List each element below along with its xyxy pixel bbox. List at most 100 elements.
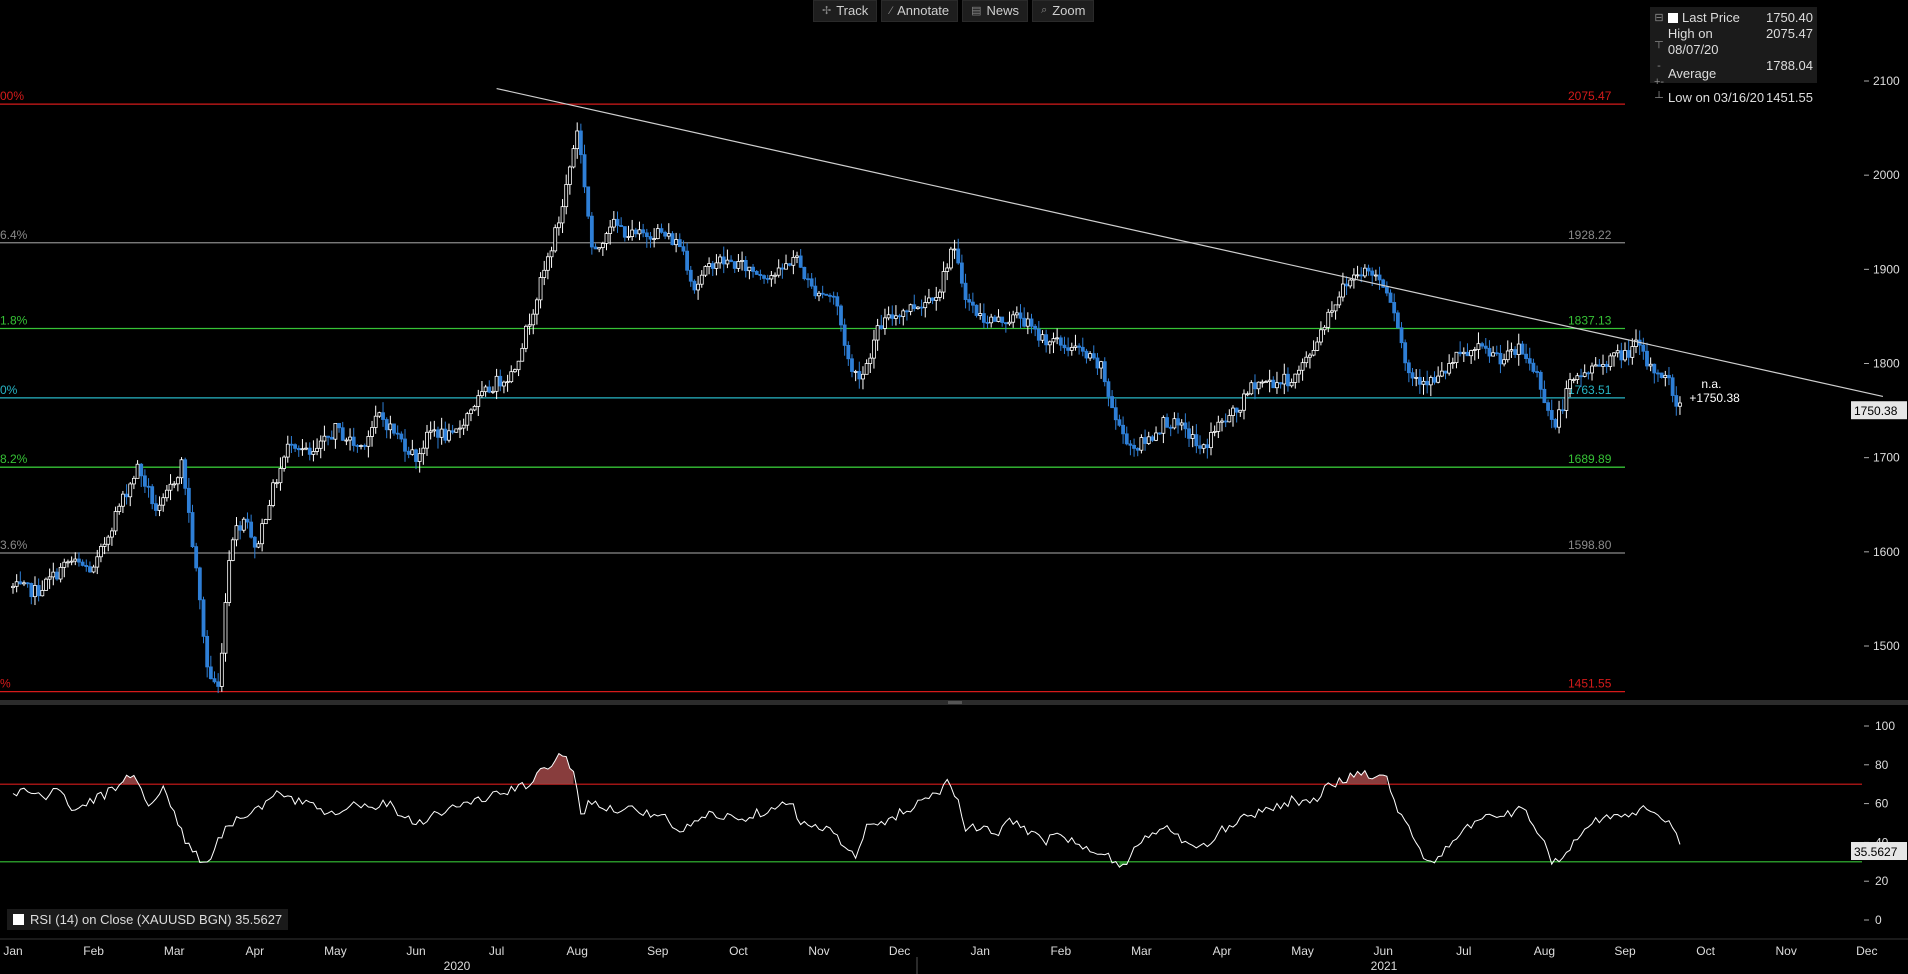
candle-body bbox=[1608, 355, 1613, 367]
candle-body bbox=[153, 503, 158, 511]
collapse-icon[interactable]: ⊟ bbox=[1654, 12, 1664, 24]
candle-body bbox=[274, 482, 279, 485]
candle-body bbox=[648, 236, 653, 240]
candle-body bbox=[883, 317, 887, 329]
legend-average[interactable]: -+- Average 1788.04 bbox=[1654, 58, 1813, 88]
candle-body bbox=[326, 435, 330, 438]
annotate-button[interactable]: ∕ Annotate bbox=[881, 0, 959, 22]
candle-body bbox=[1146, 436, 1151, 444]
rsi-legend[interactable]: RSI (14) on Close (XAUUSD BGN) 35.5627 bbox=[7, 909, 289, 930]
fib-left-label: 6.4% bbox=[0, 228, 28, 242]
price-y-tick-label: 1900 bbox=[1873, 262, 1900, 276]
candle-body bbox=[567, 166, 572, 185]
candle-body bbox=[1630, 346, 1635, 358]
candle-body bbox=[1549, 410, 1554, 420]
fib-left-label: 00% bbox=[0, 89, 24, 103]
candle-body bbox=[1568, 379, 1572, 390]
candle-body bbox=[1278, 382, 1283, 385]
candle-body bbox=[1487, 347, 1492, 357]
news-button[interactable]: ▤ News bbox=[962, 0, 1029, 22]
low-marker-icon: ┴ bbox=[1655, 92, 1663, 104]
candle-body bbox=[1000, 316, 1005, 323]
candle-body bbox=[1384, 286, 1389, 294]
candle-body bbox=[131, 477, 136, 485]
fib-right-label: 1598.80 bbox=[1568, 538, 1612, 552]
candle-body bbox=[421, 447, 426, 455]
candle-body bbox=[945, 267, 950, 272]
candle-body bbox=[337, 423, 341, 429]
candle-body bbox=[513, 369, 517, 373]
candle-body bbox=[1667, 374, 1671, 379]
legend-last-price[interactable]: ⊟ Last Price 1750.40 bbox=[1654, 10, 1813, 25]
candle-body bbox=[1033, 325, 1038, 330]
candle-body bbox=[1025, 318, 1030, 327]
candle-body bbox=[392, 423, 396, 434]
candle-body bbox=[381, 412, 385, 420]
candle-body bbox=[172, 483, 177, 486]
candle-body bbox=[740, 260, 744, 262]
candle-body bbox=[1436, 375, 1441, 383]
candle-body bbox=[1494, 352, 1499, 355]
candle-body bbox=[1102, 361, 1107, 383]
candle-body bbox=[1018, 312, 1023, 319]
candle-body bbox=[11, 585, 15, 589]
candle-body bbox=[263, 519, 268, 525]
track-button[interactable]: ✢ Track bbox=[813, 0, 878, 22]
candle-body bbox=[996, 316, 1001, 322]
candle-body bbox=[1110, 396, 1114, 409]
candle-body bbox=[212, 678, 217, 683]
candle-body bbox=[824, 293, 829, 296]
candle-body bbox=[1058, 337, 1063, 346]
candle-body bbox=[278, 468, 283, 484]
candle-body bbox=[256, 543, 261, 548]
candle-body bbox=[659, 228, 664, 233]
legend-high[interactable]: ┬ High on 08/07/20 2075.47 bbox=[1655, 26, 1813, 57]
candle-body bbox=[1469, 350, 1474, 357]
candle-body bbox=[84, 565, 89, 568]
candle-body bbox=[710, 263, 715, 269]
candle-body bbox=[1198, 445, 1202, 449]
candle-body bbox=[633, 229, 638, 235]
x-month-label: May bbox=[324, 944, 347, 958]
candle-body bbox=[615, 218, 620, 226]
x-year-label: 2021 bbox=[1371, 959, 1398, 973]
candle-body bbox=[73, 558, 78, 562]
candle-body bbox=[663, 231, 668, 237]
candle-body bbox=[1571, 379, 1576, 381]
candle-body bbox=[1150, 436, 1155, 441]
candle-body bbox=[201, 599, 206, 637]
candle-body bbox=[1362, 267, 1367, 277]
candle-body bbox=[626, 236, 631, 238]
x-month-label: Oct bbox=[729, 944, 748, 958]
candle-body bbox=[1359, 274, 1364, 277]
candle-body bbox=[1040, 334, 1045, 341]
candle-body bbox=[978, 313, 983, 316]
crosshair-icon: ✢ bbox=[822, 5, 832, 17]
candle-body bbox=[1007, 321, 1012, 325]
candle-body bbox=[905, 310, 909, 313]
candle-body bbox=[850, 358, 854, 372]
candle-body bbox=[62, 561, 67, 568]
candle-body bbox=[1194, 434, 1199, 447]
pencil-icon: ∕ bbox=[890, 4, 893, 17]
candle-body bbox=[1014, 312, 1019, 316]
zoom-button[interactable]: ⌕ Zoom bbox=[1032, 0, 1095, 22]
candle-body bbox=[725, 259, 730, 265]
candle-body bbox=[802, 266, 807, 280]
candle-body bbox=[1579, 375, 1583, 378]
rsi-line bbox=[12, 752, 1681, 868]
candle-body bbox=[1132, 444, 1136, 449]
candle-body bbox=[234, 525, 239, 541]
candle-body bbox=[436, 429, 440, 438]
legend-low[interactable]: ┴ Low on 03/16/20 1451.55 bbox=[1655, 90, 1813, 105]
price-y-tick-label: 2000 bbox=[1873, 168, 1900, 182]
fib-right-label: 1451.55 bbox=[1568, 677, 1612, 691]
candle-body bbox=[593, 246, 598, 250]
candle-body bbox=[1238, 409, 1243, 413]
candle-body bbox=[1128, 443, 1133, 446]
candle-body bbox=[1055, 337, 1060, 340]
candle-body bbox=[959, 262, 964, 284]
candle-body bbox=[542, 269, 547, 278]
candle-body bbox=[762, 275, 766, 279]
